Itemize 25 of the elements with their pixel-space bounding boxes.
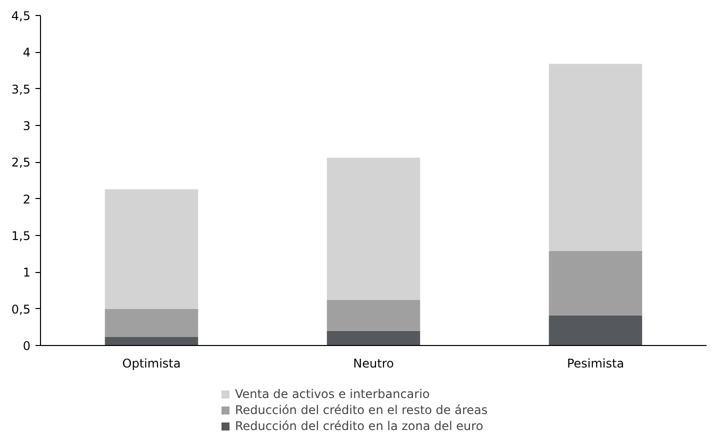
legend-label: Reducción del crédito en el resto de áreas <box>235 403 488 417</box>
legend-label: Venta de activos e interbancario <box>235 387 430 401</box>
bar <box>104 308 198 337</box>
y-tick-label: 1 <box>22 266 31 280</box>
bar <box>326 330 420 346</box>
bar <box>326 158 420 300</box>
y-tick-label: 4 <box>22 46 31 60</box>
legend-label: Reducción del crédito en la zona del euro <box>235 419 484 433</box>
y-tick-label: 4,5 <box>11 9 31 23</box>
y-tick-label: 0,5 <box>11 302 31 316</box>
bar <box>326 300 420 331</box>
x-tick-label: Neutro <box>353 356 394 370</box>
y-tick-label: 2,5 <box>11 156 31 170</box>
bar <box>548 64 642 251</box>
y-tick-label: 1,5 <box>11 229 31 243</box>
bar <box>548 315 642 346</box>
bar <box>104 336 198 346</box>
y-tick-label: 3 <box>22 119 31 133</box>
bar <box>104 189 198 309</box>
x-tick-label: Optimista <box>122 356 181 370</box>
y-tick-label: 0 <box>22 339 31 353</box>
y-tick-label: 3,5 <box>11 82 31 96</box>
x-tick-label: Pesimista <box>566 356 624 370</box>
bar <box>548 250 642 316</box>
y-tick-label: 2 <box>22 192 31 206</box>
